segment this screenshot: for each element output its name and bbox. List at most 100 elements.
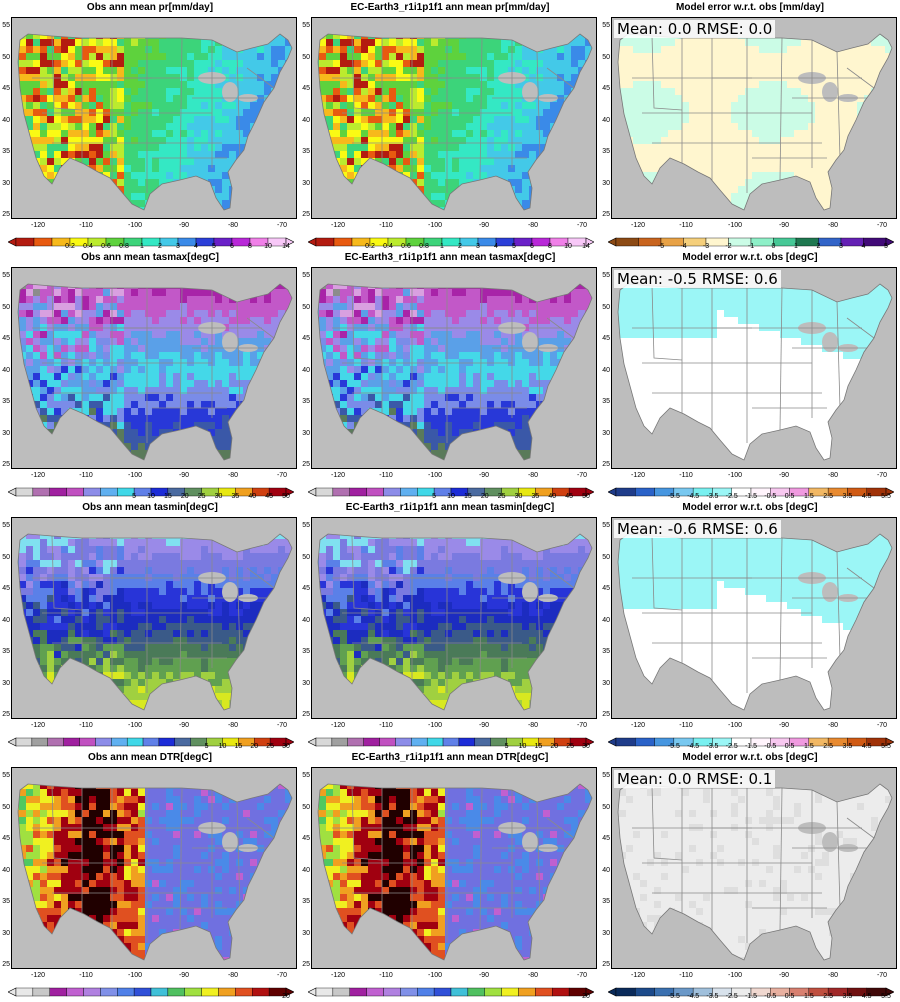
colorbar-swatch (350, 988, 367, 996)
colorbar-arrow-left (608, 238, 616, 246)
y-tick-label: 55 (600, 772, 610, 779)
map-model-tasmin (311, 517, 597, 719)
colorbar-swatch (774, 238, 797, 246)
colorbar-label: 4.5 (862, 743, 872, 750)
y-tick-label: 25 (0, 711, 10, 718)
colorbar-label: 5.5 (881, 493, 891, 500)
y-tick-label: 55 (600, 272, 610, 279)
panel-title: Model error w.r.t. obs [mm/day] (600, 2, 900, 13)
colorbar-swatch (50, 488, 67, 496)
y-tick-label: 35 (600, 398, 610, 405)
x-tick-label: -110 (679, 472, 693, 479)
x-tick-label: -120 (331, 972, 345, 979)
colorbar-label: 10 (219, 743, 227, 750)
colorbar-label: 15 (234, 743, 242, 750)
colorbar-swatch (334, 238, 352, 246)
colorbar-swatch (100, 988, 117, 996)
colorbar-swatch (411, 738, 427, 746)
x-tick-label: -110 (679, 722, 693, 729)
colorbar-swatch (350, 488, 367, 496)
x-tick-label: -70 (877, 222, 887, 229)
x-tick-label: -80 (528, 722, 538, 729)
colorbar-label: -4.5 (687, 993, 699, 1000)
colorbar-label: -5.5 (668, 493, 680, 500)
y-tick-label: 25 (0, 211, 10, 218)
y-tick-label: 45 (0, 85, 10, 92)
map-svg (312, 18, 596, 218)
map-obs-tasmax (11, 267, 297, 469)
y-tick-label: 55 (0, 272, 10, 279)
colorbar-swatch (219, 988, 236, 996)
x-tick-label: -100 (428, 222, 442, 229)
colorbar-arrow-left (608, 988, 616, 996)
colorbar-swatch (384, 488, 401, 496)
colorbar-swatch (50, 988, 67, 996)
x-tick-label: -80 (228, 722, 238, 729)
x-tick-label: -100 (728, 972, 742, 979)
panel-title: Model error w.r.t. obs [degC] (600, 752, 900, 763)
colorbar-swatch (151, 988, 168, 996)
colorbar-swatch (202, 988, 219, 996)
y-tick-label: 30 (600, 930, 610, 937)
colorbar-swatch (635, 738, 654, 746)
y-tick-label: 30 (300, 930, 310, 937)
colorbar-label: 3 (476, 243, 480, 250)
y-tick-label: 35 (300, 648, 310, 655)
colorbar-swatch (468, 988, 485, 996)
colorbar-label: 20 (181, 493, 189, 500)
colorbar-label: 1 (140, 243, 144, 250)
lake-shape (222, 82, 238, 102)
colorbar-swatch (635, 988, 654, 996)
y-tick-label: 50 (0, 304, 10, 311)
y-tick-label: 30 (0, 930, 10, 937)
y-tick-label: 40 (300, 367, 310, 374)
colorbar-label: -4.5 (687, 743, 699, 750)
colorbar-label: 1.5 (804, 993, 814, 1000)
colorbar-label: 35 (531, 493, 539, 500)
colorbar-swatch (635, 488, 654, 496)
y-tick-label: 45 (600, 835, 610, 842)
colorbar-label: 2.5 (823, 493, 833, 500)
y-tick-label: 25 (600, 961, 610, 968)
colorbar-swatch (84, 488, 101, 496)
colorbar-label: 0.8 (119, 243, 129, 250)
map-obs-dtr (11, 767, 297, 969)
y-tick-label: 45 (0, 585, 10, 592)
colorbar-swatch (841, 238, 864, 246)
y-tick-label: 55 (300, 522, 310, 529)
colorbar-swatch (316, 738, 332, 746)
colorbar-arrow-left (608, 488, 616, 496)
x-tick-label: -80 (228, 222, 238, 229)
colorbar-swatch (34, 238, 52, 246)
x-tick-label: -80 (228, 472, 238, 479)
y-tick-label: 25 (600, 711, 610, 718)
colorbar-swatch (333, 988, 350, 996)
colorbar-swatch (134, 988, 151, 996)
y-tick-label: 55 (300, 22, 310, 29)
colorbar-swatch (367, 488, 384, 496)
x-tick-label: -100 (428, 472, 442, 479)
y-tick-label: 50 (0, 54, 10, 61)
colorbar-arrow-left (608, 738, 616, 746)
panel-error-tasmin: Model error w.r.t. obs [degC] Mean: -0.6… (600, 500, 900, 750)
colorbar-swatch (400, 488, 417, 496)
y-tick-label: 55 (300, 272, 310, 279)
x-tick-label: -100 (428, 972, 442, 979)
colorbar-svg (8, 987, 294, 997)
panel-model-tasmax: EC-Earth3_r1i1p1f1 ann mean tasmax[degC]… (300, 250, 600, 500)
stat-text: Mean: 0.0 RMSE: 0.0 (614, 20, 775, 38)
colorbar-label: 0.2 (65, 243, 75, 250)
y-tick-label: 45 (600, 85, 610, 92)
y-tick-label: 25 (600, 211, 610, 218)
x-tick-label: -90 (779, 722, 789, 729)
lake-shape (822, 582, 838, 602)
colorbar-swatch (380, 738, 396, 746)
y-tick-label: 25 (600, 461, 610, 468)
colorbar-swatch (185, 988, 202, 996)
colorbar-swatch (16, 988, 33, 996)
colorbar-swatch (16, 488, 33, 496)
colorbar-swatch (367, 988, 384, 996)
map-svg (612, 268, 896, 468)
map-error-dtr: Mean: 0.0 RMSE: 0.1 (611, 767, 897, 969)
